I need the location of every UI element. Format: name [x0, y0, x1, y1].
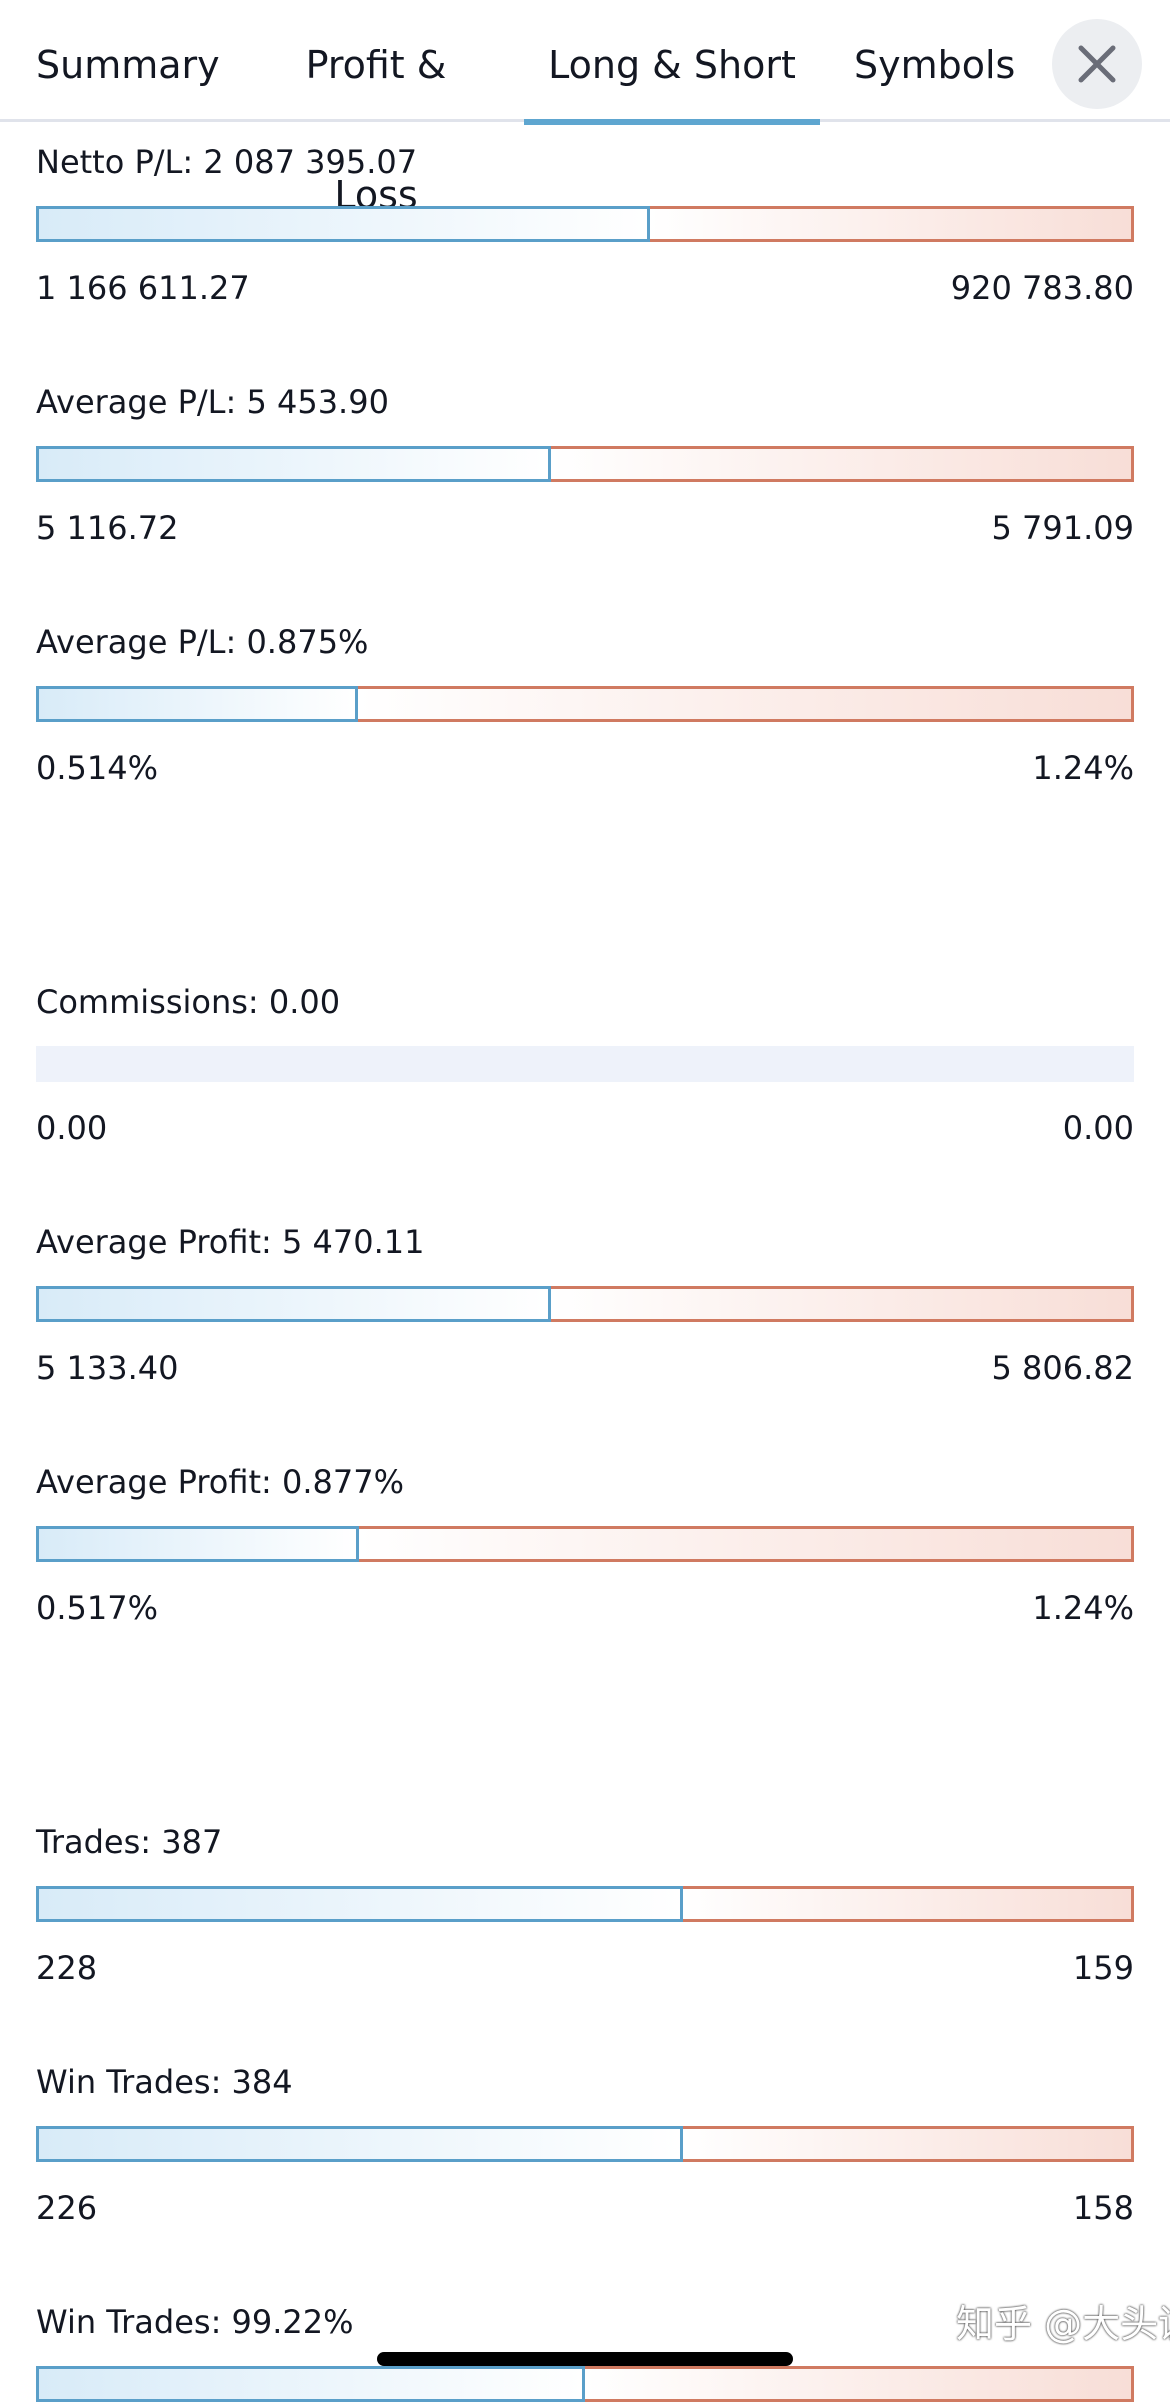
long-value: 0.514% — [36, 749, 159, 787]
short-bar-segment — [682, 2126, 1134, 2162]
long-value: 226 — [36, 2189, 98, 2227]
metric-bar — [36, 1286, 1134, 1322]
tab-bar: Summary Profit & Loss Long & Short Symbo… — [0, 0, 1170, 217]
tab-symbols[interactable]: Symbols — [854, 43, 1016, 87]
long-bar-segment — [36, 206, 650, 242]
close-icon — [1078, 45, 1116, 83]
home-indicator[interactable] — [377, 2352, 793, 2366]
short-bar-segment — [550, 1286, 1134, 1322]
tab-long-short[interactable]: Long & Short — [524, 0, 820, 125]
metric-title: Netto P/L: 2 087 395.07 — [36, 143, 418, 181]
short-value: 158 — [1072, 2189, 1134, 2227]
short-bar-segment — [550, 446, 1134, 482]
short-bar-segment — [585, 2366, 1134, 2402]
long-bar-segment — [36, 686, 358, 722]
short-value: 5 791.09 — [991, 509, 1135, 547]
metric-title: Average Profit: 5 470.11 — [36, 1223, 425, 1261]
metric-bar-empty — [36, 1046, 1134, 1082]
short-value: 5 806.82 — [991, 1349, 1135, 1387]
long-value: 0.517% — [36, 1589, 159, 1627]
metric-title: Trades: 387 — [36, 1823, 223, 1861]
long-bar-segment — [36, 2126, 683, 2162]
short-bar-segment — [358, 1526, 1134, 1562]
metric-bar — [36, 686, 1134, 722]
metric-title: Win Trades: 384 — [36, 2063, 293, 2101]
metric-bar — [36, 1526, 1134, 1562]
metric-bar — [36, 2366, 1134, 2402]
metric-bar — [36, 446, 1134, 482]
long-bar-segment — [36, 1886, 683, 1922]
long-bar-segment — [36, 1286, 551, 1322]
long-value: 1 166 611.27 — [36, 269, 250, 307]
long-value: 228 — [36, 1949, 98, 1987]
short-value: 1.24% — [1032, 1589, 1134, 1627]
long-value: 5 116.72 — [36, 509, 179, 547]
metric-title: Average Profit: 0.877% — [36, 1463, 405, 1501]
short-bar-segment — [357, 686, 1134, 722]
long-bar-segment — [36, 1526, 359, 1562]
metric-title: Commissions: 0.00 — [36, 983, 341, 1021]
short-bar-segment — [682, 1886, 1134, 1922]
long-bar-segment — [36, 446, 551, 482]
long-value: 5 133.40 — [36, 1349, 179, 1387]
metric-bar — [36, 206, 1134, 242]
short-value: 159 — [1072, 1949, 1134, 1987]
watermark: 知乎 @大头诚 — [956, 2302, 1170, 2346]
short-bar-segment — [649, 206, 1134, 242]
tab-summary[interactable]: Summary — [36, 43, 220, 87]
metric-title: Win Trades: 99.22% — [36, 2303, 354, 2341]
close-button[interactable] — [1052, 19, 1142, 109]
short-value: 920 783.80 — [950, 269, 1134, 307]
metric-bar — [36, 2126, 1134, 2162]
long-value: 0.00 — [36, 1109, 108, 1147]
metric-title: Average P/L: 0.875% — [36, 623, 369, 661]
short-value: 0.00 — [1062, 1109, 1134, 1147]
long-bar-segment — [36, 2366, 585, 2402]
metric-bar — [36, 1886, 1134, 1922]
metric-title: Average P/L: 5 453.90 — [36, 383, 389, 421]
short-value: 1.24% — [1032, 749, 1134, 787]
tab-profit-loss[interactable]: Profit & Loss — [305, 43, 447, 217]
